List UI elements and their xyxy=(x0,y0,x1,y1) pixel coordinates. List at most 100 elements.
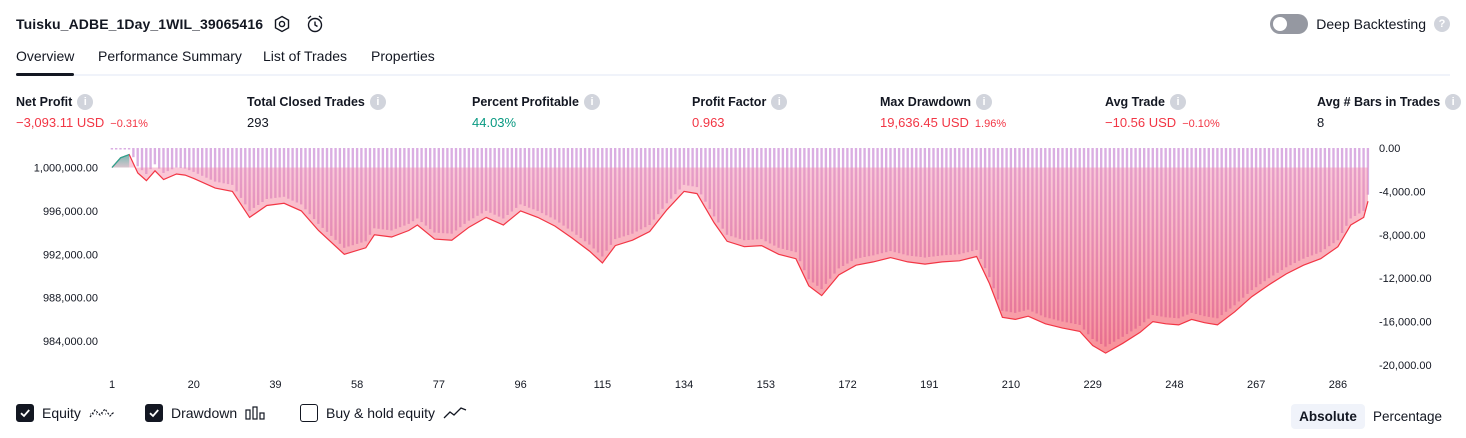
right-y-axis: 0.00 -4,000.00 -8,000.00 -12,000.00 -16,000.… xyxy=(1379,143,1432,372)
x-axis-tick-label: 115 xyxy=(594,379,612,391)
drawdown-bar xyxy=(222,148,225,184)
drawdown-bar xyxy=(201,148,204,176)
info-icon[interactable]: i xyxy=(369,94,386,110)
drawdown-bar xyxy=(183,148,187,169)
drawdown-bar xyxy=(115,148,118,150)
equity-line-icon xyxy=(89,408,115,418)
info-icon[interactable]: i xyxy=(1169,94,1186,110)
drawdown-bar xyxy=(136,148,139,167)
metric-label: Max Drawdown xyxy=(880,95,971,109)
x-axis-tick-label: 134 xyxy=(675,379,693,391)
drawdown-bar xyxy=(110,148,114,150)
x-axis: 1 20 39 58 77 96 115 134 153 172 191 210 229 248 267 28… xyxy=(109,379,1347,391)
x-axis-tick-label: 191 xyxy=(920,379,938,391)
info-icon[interactable]: i xyxy=(1445,94,1462,110)
metric-max-drawdown: Max Drawdown i 19,636.45 USD 1.96% xyxy=(880,94,1006,130)
drawdown-bar xyxy=(179,148,182,169)
right-axis-tick-label: -16,000.00 xyxy=(1379,317,1432,329)
drawdown-bar xyxy=(188,148,191,171)
add-alert-icon[interactable] xyxy=(303,12,327,36)
drawdown-bar xyxy=(162,148,165,173)
equity-line xyxy=(111,153,1369,354)
x-axis-tick-label: 39 xyxy=(269,379,281,391)
x-axis-tick-label: 96 xyxy=(515,379,527,391)
metric-label: Avg # Bars in Trades xyxy=(1317,95,1441,109)
absolute-button[interactable]: Absolute xyxy=(1291,403,1365,429)
metric-value: 19,636.45 USD xyxy=(880,115,969,130)
x-axis-tick-label: 1 xyxy=(109,379,115,391)
drawdown-bar xyxy=(196,148,200,174)
equity-area xyxy=(112,154,1368,354)
equity-checkbox[interactable]: Equity xyxy=(16,404,115,422)
drawdown-bar xyxy=(691,148,694,187)
equity-gain-area xyxy=(112,154,130,168)
drawdown-checkbox[interactable]: Drawdown xyxy=(145,404,267,422)
drawdown-bar xyxy=(682,148,686,185)
tab-properties[interactable]: Properties xyxy=(371,48,435,64)
right-axis-tick-label: -20,000.00 xyxy=(1379,360,1432,372)
percentage-button[interactable]: Percentage xyxy=(1372,408,1442,424)
metric-label: Profit Factor xyxy=(692,95,767,109)
x-axis-tick-label: 153 xyxy=(757,379,775,391)
deep-backtesting-label: Deep Backtesting xyxy=(1316,16,1426,32)
settings-icon[interactable] xyxy=(270,12,294,36)
drawdown-label: Drawdown xyxy=(171,405,238,421)
drawdown-bar xyxy=(123,148,126,150)
drawdown-bar xyxy=(153,148,157,165)
checkbox-unchecked-icon xyxy=(300,404,318,422)
drawdown-bar xyxy=(231,148,234,185)
chart-controls: Equity Drawdown Buy & hold equity Absolu… xyxy=(16,402,1450,429)
drawdown-bar xyxy=(213,148,217,182)
metric-net-profit: Net Profit i −3,093.11 USD −0.31% xyxy=(16,94,148,130)
right-axis-tick-label: -8,000.00 xyxy=(1379,230,1425,242)
deep-backtesting-control: Deep Backtesting ? xyxy=(1270,14,1450,34)
metric-avg-bars-in-trades: Avg # Bars in Trades i 8 xyxy=(1317,94,1462,130)
tab-overview[interactable]: Overview xyxy=(16,48,75,76)
metric-label: Total Closed Trades xyxy=(247,95,365,109)
drawdown-bar xyxy=(127,148,131,150)
strategy-title: Tuisku_ADBE_1Day_1WIL_39065416 xyxy=(16,16,264,32)
left-y-axis: 1,000,000.00 996,000.00 992,000.00 988,000.… xyxy=(34,163,98,349)
metric-sub-value: −0.31% xyxy=(110,118,148,130)
left-axis-tick-label: 996,000.00 xyxy=(43,206,98,218)
drawdown-bar xyxy=(166,148,169,172)
drawdown-bar xyxy=(687,148,690,186)
equity-drawdown-chart[interactable]: 1,000,000.00 996,000.00 992,000.00 988,000.… xyxy=(0,140,1466,395)
metric-value: −3,093.11 USD xyxy=(16,115,105,130)
buy-hold-equity-label: Buy & hold equity xyxy=(326,405,435,421)
equity-gain-line xyxy=(111,153,130,168)
equity-label: Equity xyxy=(42,405,81,421)
drawdown-bars-icon xyxy=(245,406,265,420)
right-axis-tick-label: -12,000.00 xyxy=(1379,273,1432,285)
info-icon[interactable]: i xyxy=(771,94,788,110)
metric-value: −10.56 USD xyxy=(1105,115,1177,130)
checkbox-checked-icon xyxy=(145,404,163,422)
tab-list-of-trades[interactable]: List of Trades xyxy=(263,48,348,64)
drawdown-bar xyxy=(218,148,221,183)
x-axis-tick-label: 77 xyxy=(433,379,445,391)
tab-performance-summary[interactable]: Performance Summary xyxy=(98,48,242,64)
info-icon[interactable]: i xyxy=(976,94,992,110)
x-axis-tick-label: 210 xyxy=(1002,379,1020,391)
drawdown-bar xyxy=(192,148,195,172)
info-icon[interactable]: i xyxy=(77,94,94,110)
drawdown-bar xyxy=(145,148,148,174)
buy-hold-equity-checkbox[interactable]: Buy & hold equity xyxy=(300,404,467,422)
equity-series xyxy=(111,153,1369,354)
metric-label: Net Profit xyxy=(16,95,73,109)
drawdown-bar xyxy=(205,148,208,178)
x-axis-tick-label: 172 xyxy=(838,379,856,391)
metric-avg-trade: Avg Trade i −10.56 USD −0.10% xyxy=(1105,94,1220,130)
metric-sub-value: −0.10% xyxy=(1182,118,1220,130)
metric-value: 8 xyxy=(1317,115,1325,130)
left-axis-tick-label: 1,000,000.00 xyxy=(34,163,98,175)
drawdown-bar xyxy=(170,148,174,170)
drawdown-bar xyxy=(119,148,122,150)
help-icon[interactable]: ? xyxy=(1434,16,1450,32)
x-axis-tick-label: 248 xyxy=(1165,379,1183,391)
deep-backtesting-toggle[interactable] xyxy=(1270,14,1309,34)
metric-value: 44.03% xyxy=(472,115,517,130)
left-axis-tick-label: 992,000.00 xyxy=(43,249,98,261)
info-icon[interactable]: i xyxy=(583,94,600,110)
metric-percent-profitable: Percent Profitable i 44.03% xyxy=(472,94,600,130)
